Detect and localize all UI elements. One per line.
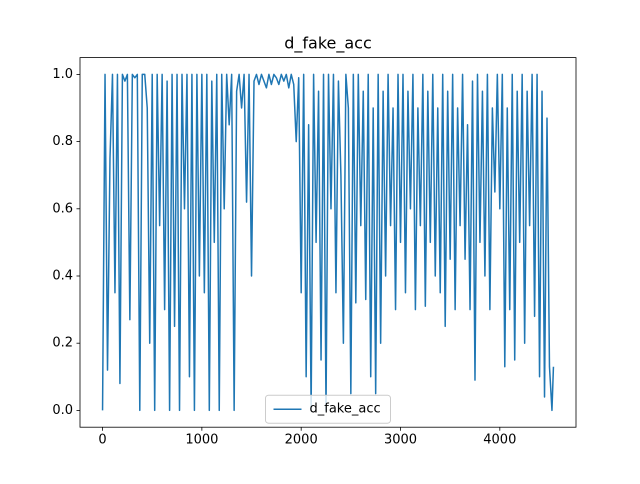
x-tick-label: 4000 (483, 433, 516, 448)
y-tick-label: 0.4 (52, 269, 73, 284)
y-tick-label: 1.0 (52, 67, 73, 82)
y-tick-label: 0.2 (52, 336, 73, 351)
chart-title: d_fake_acc (284, 34, 372, 54)
x-tick-label: 2000 (285, 433, 318, 448)
y-tick-label: 0.0 (52, 403, 73, 418)
y-tick-label: 0.6 (52, 201, 73, 216)
legend-label: d_fake_acc (310, 402, 381, 417)
plot-frame (79, 57, 577, 428)
legend-box (265, 394, 391, 424)
x-tick-label: 3000 (384, 433, 417, 448)
x-tick-label: 1000 (185, 433, 218, 448)
y-tick-label: 0.8 (52, 134, 73, 149)
data-line (101, 73, 555, 412)
x-tick-label: 0 (98, 433, 106, 448)
